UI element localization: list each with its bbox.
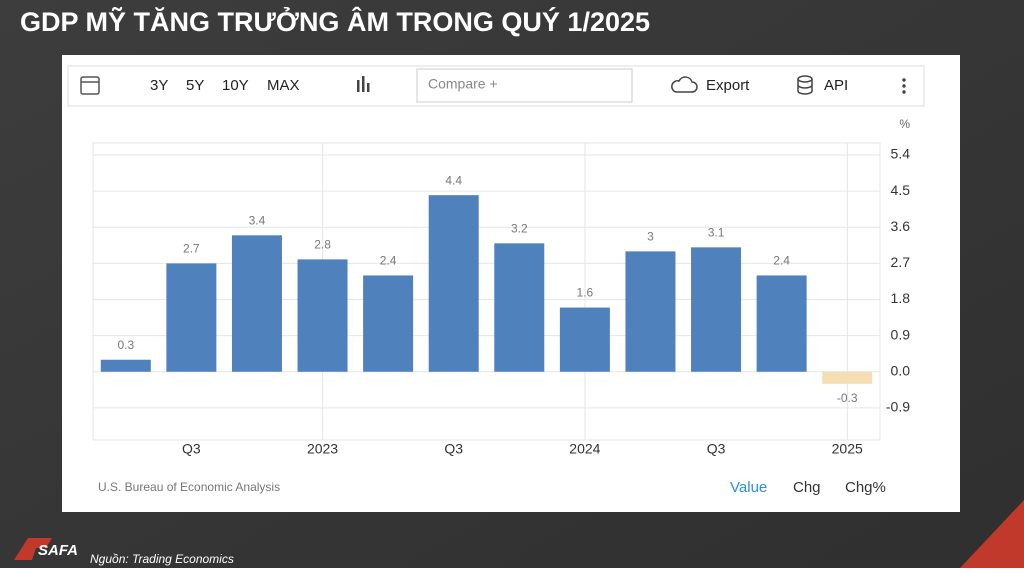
api-icon-body	[797, 79, 813, 95]
value-label: 2.7	[183, 242, 200, 256]
y-tick-label: 2.7	[891, 254, 911, 270]
y-tick-label: 4.5	[891, 182, 911, 198]
chart-type-icon[interactable]	[357, 76, 370, 92]
corner-decoration	[960, 500, 1024, 568]
range-button[interactable]: 10Y	[222, 77, 249, 94]
export-icon[interactable]	[671, 76, 698, 93]
range-button[interactable]: 5Y	[186, 77, 204, 94]
value-label: 4.4	[445, 173, 462, 187]
value-label: 3	[647, 230, 654, 244]
plot-frame	[92, 142, 881, 441]
bar	[166, 263, 217, 372]
y-tick-label: 3.6	[891, 218, 911, 234]
bar	[559, 307, 610, 372]
value-label: 2.8	[314, 238, 331, 252]
bar	[756, 275, 807, 372]
range-button[interactable]: MAX	[267, 77, 300, 94]
value-label: 2.4	[380, 254, 397, 268]
value-label: 1.6	[577, 286, 594, 300]
y-tick-label: -0.9	[886, 399, 910, 415]
value-label: 2.4	[773, 254, 790, 268]
bar	[494, 243, 545, 372]
calendar-icon[interactable]	[80, 76, 100, 95]
view-tab[interactable]: Chg	[793, 479, 821, 496]
y-tick-label: 1.8	[891, 290, 911, 306]
compare-input[interactable]: Compare +	[428, 76, 498, 92]
menu-icon[interactable]	[902, 78, 906, 94]
x-tick-label: Q3	[444, 441, 463, 457]
unit-label: %	[899, 117, 910, 131]
footer: Nguồn: Trading Economics	[90, 552, 234, 566]
x-tick-label: 2025	[832, 441, 863, 457]
range-button[interactable]: 3Y	[150, 77, 168, 94]
source: U.S. Bureau of Economic Analysis	[98, 480, 280, 494]
bar	[691, 247, 742, 372]
view-tab[interactable]: Value	[730, 479, 767, 496]
y-tick-label: 0.0	[891, 362, 911, 378]
value-label: 3.2	[511, 222, 528, 236]
bar	[822, 371, 873, 384]
x-tick-label: 2024	[569, 441, 600, 457]
x-tick-label: Q3	[182, 441, 201, 457]
bar	[363, 275, 414, 372]
bar	[100, 359, 151, 372]
y-tick-label: 5.4	[891, 146, 911, 162]
bar	[428, 195, 479, 372]
x-tick-label: Q3	[707, 441, 726, 457]
view-tab[interactable]: Chg%	[845, 479, 886, 496]
logo-mark	[14, 538, 52, 560]
logo: SAFA	[38, 542, 78, 559]
bar	[231, 235, 282, 372]
y-tick-label: 0.9	[891, 326, 911, 342]
bar	[625, 251, 676, 372]
heading: GDP MỸ TĂNG TRƯỞNG ÂM TRONG QUÝ 1/2025	[20, 5, 650, 37]
export-button[interactable]: Export	[706, 77, 750, 94]
value-label: 0.3	[117, 338, 134, 352]
value-label: -0.3	[837, 391, 858, 405]
value-label: 3.4	[249, 213, 266, 227]
compare-box[interactable]	[416, 68, 633, 103]
api-button[interactable]: API	[824, 77, 848, 94]
value-label: 3.1	[708, 226, 725, 240]
bar	[297, 259, 348, 372]
x-tick-label: 2023	[307, 441, 338, 457]
